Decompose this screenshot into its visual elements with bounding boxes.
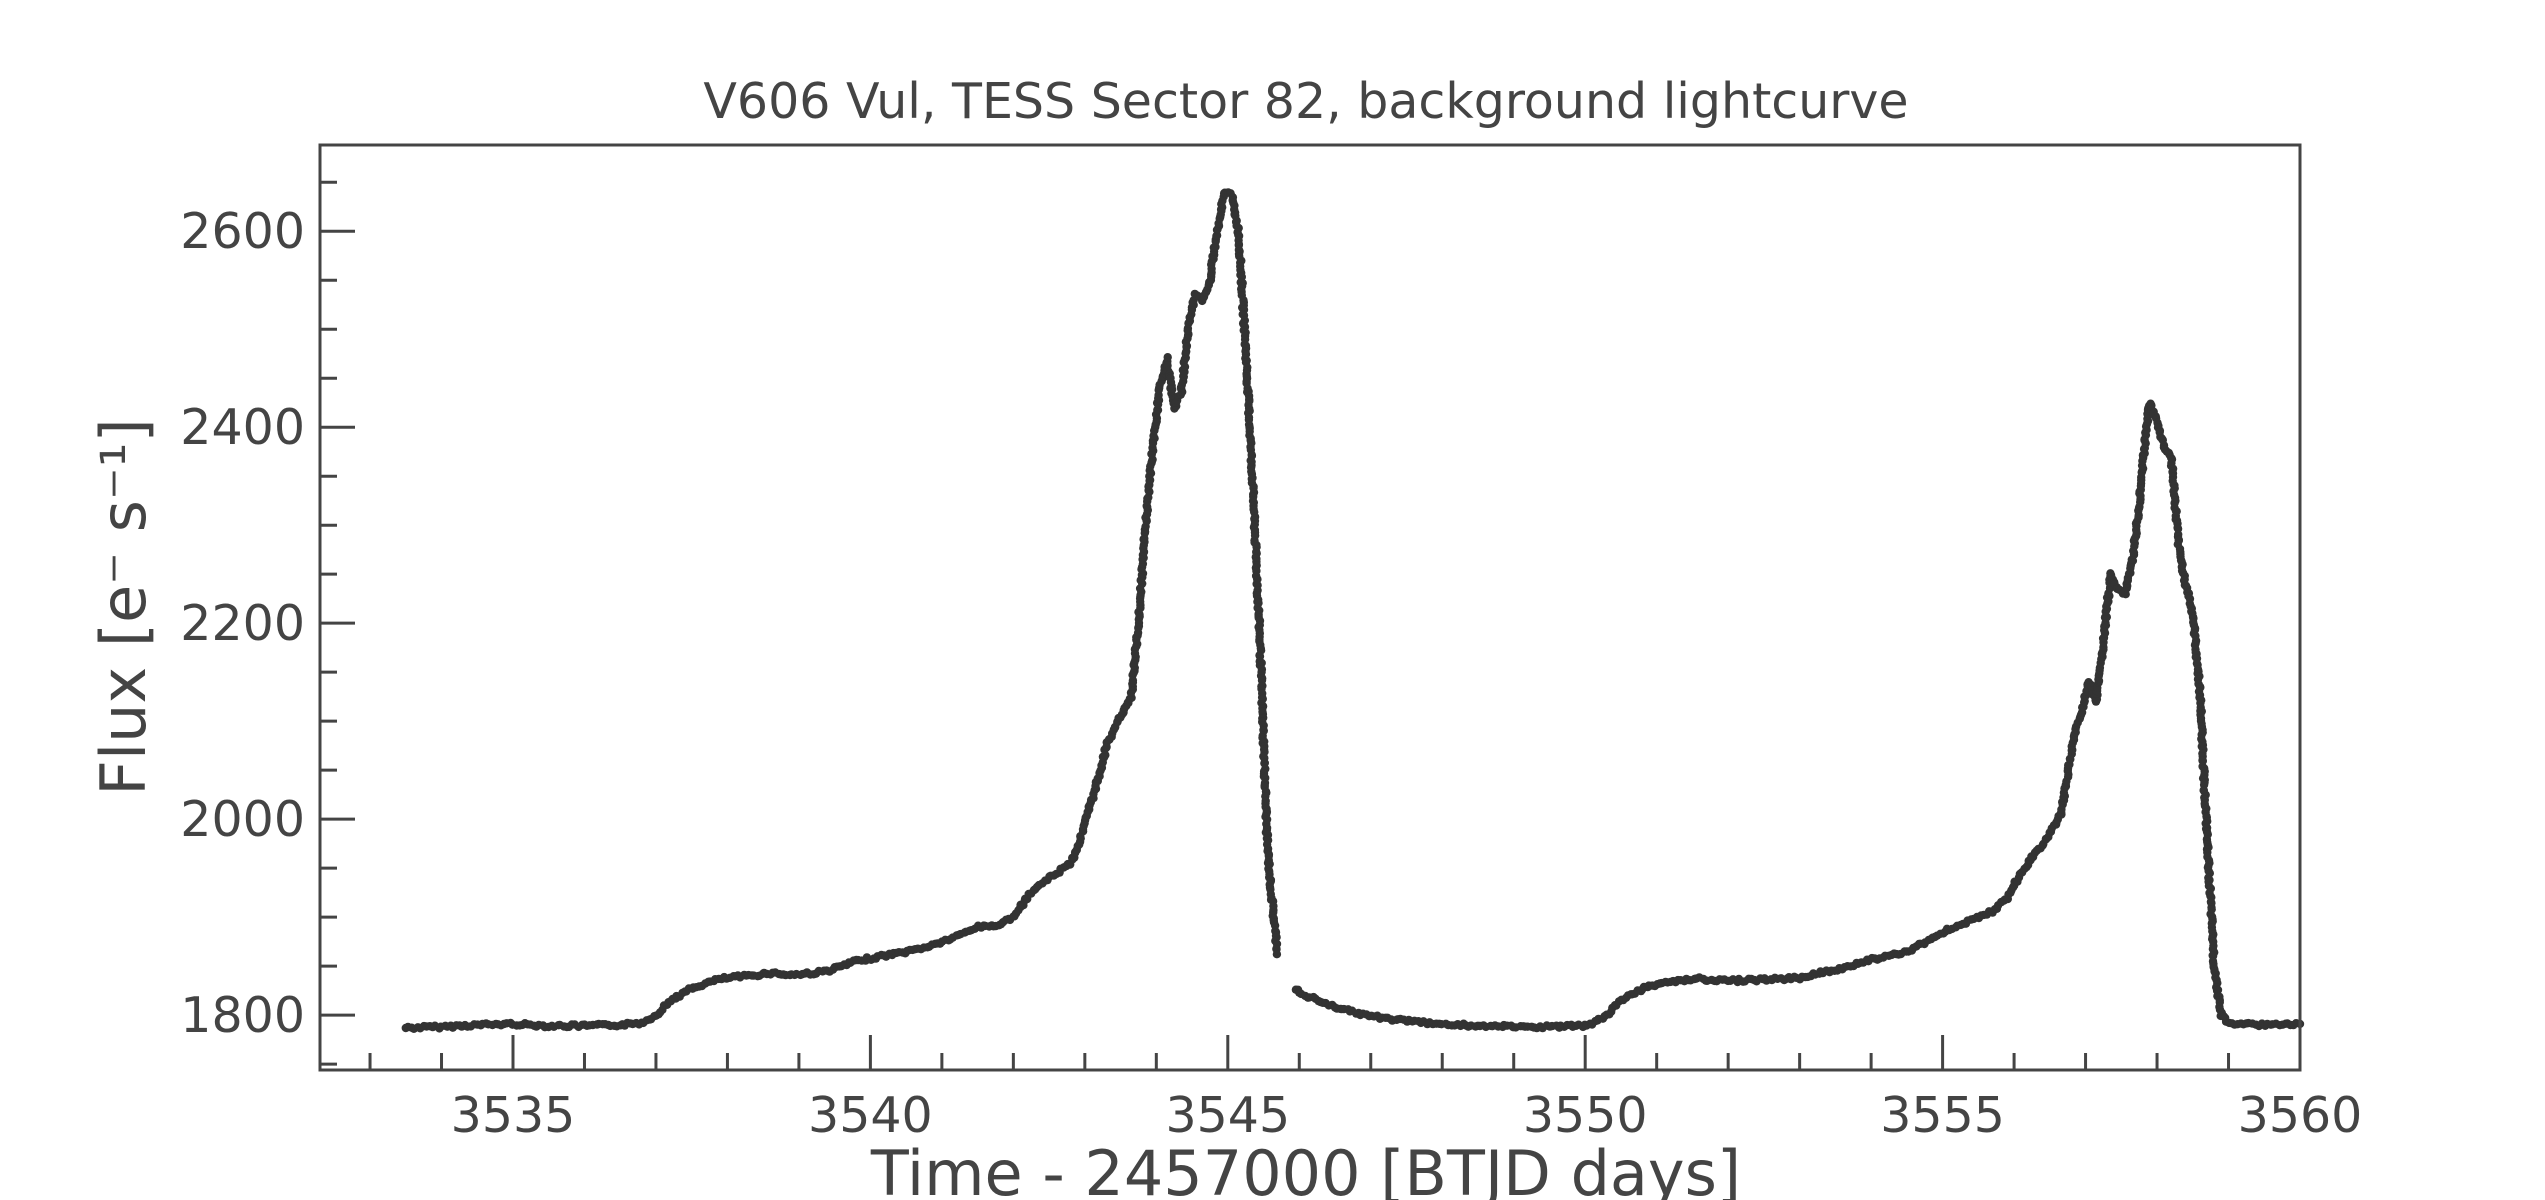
y-axis-label: Flux [e⁻ s⁻¹] [87,418,160,795]
y-tick-label: 2400 [180,399,305,456]
chart-title: V606 Vul, TESS Sector 82, background lig… [703,73,1908,130]
x-tick-label: 3550 [1523,1087,1648,1144]
x-tick-label: 3555 [1880,1087,2005,1144]
x-axis-label: Time - 2457000 [BTJD days] [870,1137,1741,1200]
x-axis: 3535 3540 3545 3550 3555 3560 [368,1035,2363,1144]
x-tick-label: 3560 [2238,1087,2363,1144]
x-tick-label: 3545 [1165,1087,1290,1144]
y-tick-label: 1800 [180,987,305,1044]
y-axis: 1800 2000 2200 2400 2600 [180,180,355,1066]
y-tick-label: 2200 [180,595,305,652]
data-point [1272,950,1282,959]
y-tick-label: 2000 [180,791,305,848]
x-tick-label: 3540 [808,1087,933,1144]
data-points [401,188,2305,1034]
x-tick-label: 3535 [451,1087,576,1144]
y-tick-label: 2600 [180,203,305,260]
plot-frame [318,143,2302,1072]
